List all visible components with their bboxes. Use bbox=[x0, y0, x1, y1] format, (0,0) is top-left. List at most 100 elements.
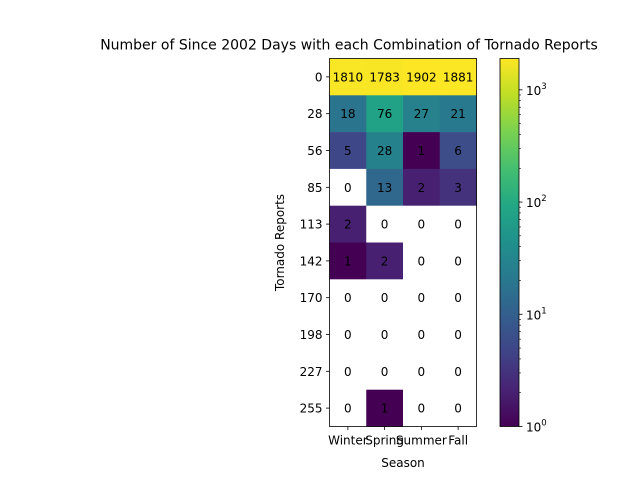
heatmap-cell bbox=[366, 168, 404, 206]
y-axis-label: Tornado Reports bbox=[273, 194, 287, 292]
cell-value-label: 1 bbox=[344, 254, 352, 268]
chart-title: Number of Since 2002 Days with each Comb… bbox=[100, 38, 598, 54]
cell-value-label: 1902 bbox=[406, 70, 437, 84]
cell-value-label: 0 bbox=[381, 328, 389, 342]
x-tick-label: Spring bbox=[365, 434, 404, 448]
heatmap-cell bbox=[403, 242, 441, 280]
y-tick-label: 85 bbox=[307, 181, 322, 195]
heatmap-cell bbox=[403, 352, 441, 390]
plot-frame bbox=[329, 58, 477, 427]
cell-value-label: 18 bbox=[340, 107, 355, 121]
colorbar-gradient bbox=[500, 58, 519, 427]
cell-value-label: 0 bbox=[381, 291, 389, 305]
heatmap-cell bbox=[329, 316, 367, 354]
heatmap-cell bbox=[439, 352, 477, 390]
heatmap-cell bbox=[366, 132, 404, 170]
heatmap-cell bbox=[439, 205, 477, 243]
y-tick-label: 113 bbox=[300, 218, 323, 232]
heatmap-cell bbox=[439, 316, 477, 354]
cell-value-label: 0 bbox=[418, 402, 426, 416]
heatmap-cell bbox=[403, 279, 441, 317]
cell-value-label: 1881 bbox=[443, 70, 474, 84]
heatmap-cell bbox=[439, 168, 477, 206]
heatmap-cell bbox=[366, 205, 404, 243]
heatmap-cell bbox=[329, 205, 367, 243]
heatmap-cell bbox=[329, 352, 367, 390]
colorbar-tick-label: 101 bbox=[526, 306, 547, 322]
heatmap-cell bbox=[403, 205, 441, 243]
y-tick-label: 56 bbox=[307, 144, 322, 158]
cell-value-label: 0 bbox=[454, 328, 462, 342]
y-tick-label: 28 bbox=[307, 107, 322, 121]
heatmap-cell bbox=[366, 279, 404, 317]
heatmap-cell bbox=[366, 242, 404, 280]
heatmap-cell bbox=[366, 316, 404, 354]
cell-value-label: 27 bbox=[414, 107, 429, 121]
cell-value-label: 21 bbox=[450, 107, 465, 121]
cell-value-label: 0 bbox=[418, 291, 426, 305]
heatmap-cell bbox=[439, 95, 477, 133]
heatmap-cell bbox=[329, 132, 367, 170]
heatmap-cell bbox=[403, 95, 441, 133]
cell-value-label: 5 bbox=[344, 144, 352, 158]
heatmap-cell bbox=[403, 58, 441, 96]
cell-value-label: 0 bbox=[454, 254, 462, 268]
cell-value-label: 2 bbox=[418, 181, 426, 195]
y-tick-label: 198 bbox=[300, 328, 323, 342]
x-axis-label: Season bbox=[381, 456, 425, 470]
cell-value-label: 0 bbox=[454, 365, 462, 379]
cell-value-label: 0 bbox=[344, 328, 352, 342]
cell-value-label: 0 bbox=[344, 181, 352, 195]
cell-value-label: 2 bbox=[344, 218, 352, 232]
heatmap-cell bbox=[403, 132, 441, 170]
heatmap-cell bbox=[329, 95, 367, 133]
cell-value-label: 0 bbox=[344, 402, 352, 416]
cell-value-label: 13 bbox=[377, 181, 392, 195]
x-tick-label: Fall bbox=[448, 434, 468, 448]
cell-value-label: 0 bbox=[381, 365, 389, 379]
colorbar-tick-label: 103 bbox=[526, 82, 547, 98]
heatmap-cell bbox=[439, 242, 477, 280]
y-tick-label: 142 bbox=[300, 254, 323, 268]
cell-value-label: 0 bbox=[418, 218, 426, 232]
cell-value-label: 1 bbox=[381, 402, 389, 416]
y-tick-label: 227 bbox=[300, 365, 323, 379]
heatmap-cell bbox=[329, 242, 367, 280]
cell-value-label: 1 bbox=[418, 144, 426, 158]
cell-value-label: 0 bbox=[418, 254, 426, 268]
heatmap-cell bbox=[403, 168, 441, 206]
cell-value-label: 0 bbox=[344, 365, 352, 379]
heatmap-cell bbox=[366, 95, 404, 133]
cell-value-label: 6 bbox=[454, 144, 462, 158]
cell-value-label: 0 bbox=[381, 218, 389, 232]
heatmap-cell bbox=[329, 58, 367, 96]
y-axis-ticks: 0 28 56 85 113 142 170 198 227 255 bbox=[300, 70, 330, 416]
heatmap-cells bbox=[329, 58, 477, 427]
cell-value-label: 0 bbox=[454, 291, 462, 305]
colorbar-frame bbox=[499, 58, 520, 427]
x-tick-label: Winter bbox=[328, 434, 368, 448]
cell-value-label: 3 bbox=[454, 181, 462, 195]
y-tick-label: 170 bbox=[300, 291, 323, 305]
colorbar-tick-label: 102 bbox=[526, 194, 547, 210]
heatmap-cell bbox=[329, 389, 367, 427]
heatmap-cell bbox=[439, 279, 477, 317]
heatmap-cell bbox=[366, 58, 404, 96]
y-tick-label: 0 bbox=[315, 70, 323, 84]
heatmap-cell bbox=[439, 389, 477, 427]
cell-value-label: 1783 bbox=[369, 70, 400, 84]
heatmap-cell bbox=[329, 168, 367, 206]
heatmap-cell bbox=[329, 279, 367, 317]
cell-value-label: 0 bbox=[454, 218, 462, 232]
cell-value-label: 2 bbox=[381, 254, 389, 268]
cell-value-label: 1810 bbox=[333, 70, 364, 84]
heatmap-cell bbox=[366, 352, 404, 390]
cell-value-label: 0 bbox=[344, 291, 352, 305]
heatmap-cell bbox=[439, 58, 477, 96]
colorbar-ticks: 100 101 102 103 bbox=[519, 82, 547, 435]
y-tick-label: 255 bbox=[300, 402, 323, 416]
colorbar-tick-label: 100 bbox=[526, 419, 547, 435]
